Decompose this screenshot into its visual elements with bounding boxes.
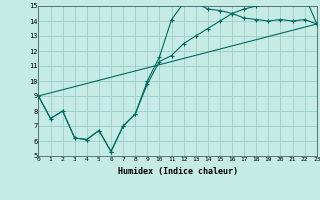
X-axis label: Humidex (Indice chaleur): Humidex (Indice chaleur): [118, 167, 238, 176]
